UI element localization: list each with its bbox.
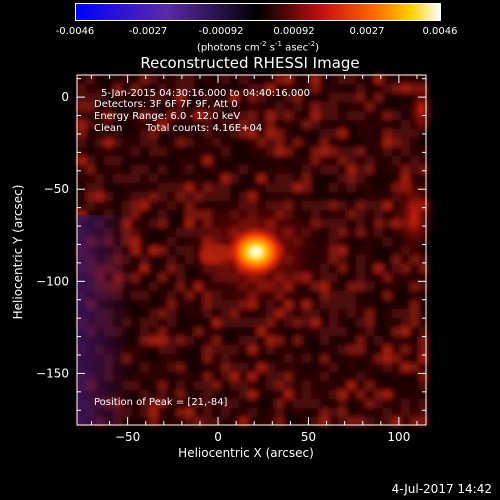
y-axis-label: Heliocentric Y (arcsec) (11, 185, 25, 320)
total-counts-text: Total counts: 4.16E+04 (146, 123, 263, 134)
flare-peak (226, 225, 287, 278)
y-tick-label: −50 (44, 182, 69, 196)
colorbar (75, 3, 441, 21)
colorbar-tick: 0.00092 (273, 26, 315, 37)
x-tick-label: −50 (115, 430, 140, 444)
energy-range-text: Energy Range: 6.0 - 12.0 keV (94, 111, 241, 122)
colorbar-tick: 0.0027 (349, 26, 385, 37)
time-range-text: 5-Jan-2015 04:30:16.000 to 04:40:16.000 (101, 88, 310, 99)
colorbar-tick: -0.00092 (198, 26, 244, 37)
y-tick-label: −150 (36, 366, 69, 380)
peak-position-text: Position of Peak = [21,-84] (94, 397, 228, 408)
x-tick-label: 50 (301, 430, 316, 444)
x-tick-label: 100 (387, 430, 410, 444)
x-tick-label: 0 (214, 430, 222, 444)
colorbar-tick: 0.0046 (422, 26, 458, 37)
detectors-text: Detectors: 3F 6F 7F 9F, Att 0 (94, 99, 238, 110)
heatmap-image (77, 75, 436, 426)
colorbar-tick: -0.0027 (128, 26, 168, 37)
axes: −50 0 50 100 0 −50 −100 −150 (36, 74, 427, 444)
y-tick-label: 0 (61, 90, 69, 104)
y-tick-label: −100 (36, 274, 69, 288)
x-axis-label: Heliocentric X (arcsec) (178, 446, 314, 460)
colorbar-gradient (76, 4, 440, 20)
chart-title: Reconstructed RHESSI Image (140, 54, 360, 72)
colorbar-units: (photons cm-2 s-1 asec-2) (196, 40, 320, 54)
clean-text: Clean (94, 123, 123, 134)
colorbar-tick: -0.0046 (55, 26, 95, 37)
footer-date: 4-Jul-2017 14:42 (391, 482, 492, 496)
